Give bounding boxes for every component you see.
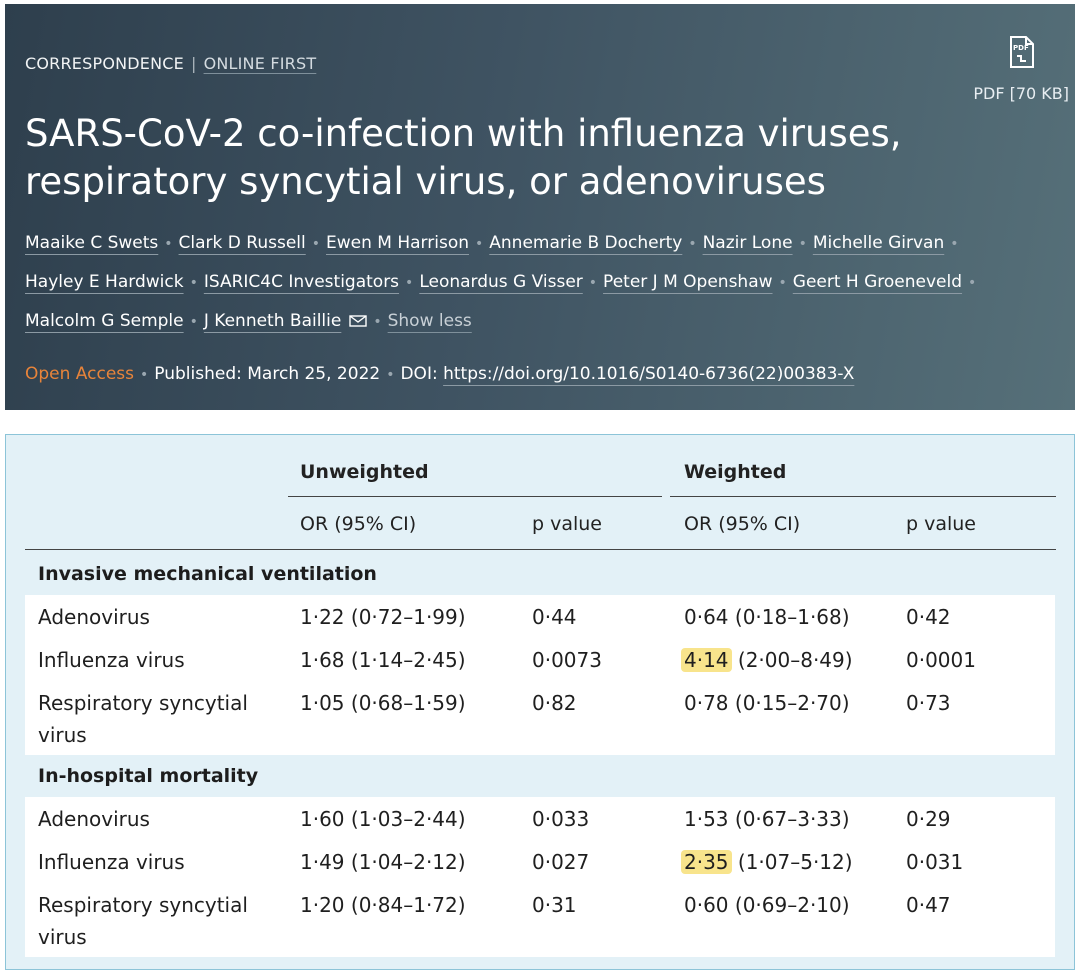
weighted-group-header: Weighted xyxy=(684,461,787,483)
unweighted-or-cell: 1·60 (1·03–2·44) xyxy=(300,807,466,831)
section-body xyxy=(25,595,1055,755)
weighted-rule xyxy=(670,496,1056,497)
article-kicker: CORRESPONDENCE | ONLINE FIRST xyxy=(25,54,316,73)
author-link[interactable]: Peter J M Openshaw xyxy=(603,272,773,292)
weighted-or-value: 0·78 xyxy=(684,691,729,715)
svg-text:PDF: PDF xyxy=(1013,44,1029,52)
weighted-p-cell: 0·29 xyxy=(906,807,951,831)
section-title: In-hospital mortality xyxy=(38,765,259,787)
weighted-or-value: 0·64 xyxy=(684,605,729,629)
weighted-or-ci: (0·15–2·70) xyxy=(728,691,850,715)
author-link[interactable]: ISARIC4C Investigators xyxy=(203,272,400,292)
row-label: Influenza virus xyxy=(38,648,185,672)
author-link[interactable]: Hayley E Hardwick xyxy=(25,272,184,292)
unweighted-p-cell: 0·44 xyxy=(532,605,577,629)
author-link[interactable]: Ewen M Harrison xyxy=(326,233,469,253)
header-rule xyxy=(25,549,1056,550)
unweighted-rule xyxy=(288,496,662,497)
weighted-or-ci: (1·07–5·12) xyxy=(731,850,853,874)
author-link[interactable]: Geert H Groeneveld xyxy=(792,272,963,292)
author-link[interactable]: Nazir Lone xyxy=(702,233,793,253)
open-access-badge: Open Access xyxy=(25,364,135,384)
unweighted-p-cell: 0·82 xyxy=(532,691,577,715)
row-label: Respiratory syncytial virus xyxy=(38,691,248,747)
section-title: Invasive mechanical ventilation xyxy=(38,563,377,585)
unweighted-p-cell: 0·31 xyxy=(532,893,577,917)
unweighted-or-cell: 1·05 (0·68–1·59) xyxy=(300,691,466,715)
pdf-file-icon[interactable]: PDF xyxy=(1009,36,1035,68)
unweighted-or-cell: 1·22 (0·72–1·99) xyxy=(300,605,466,629)
author-link[interactable]: Malcolm G Semple xyxy=(25,311,184,331)
kicker-separator: | xyxy=(190,54,197,73)
online-first-link[interactable]: ONLINE FIRST xyxy=(203,54,317,73)
published-label: Published: xyxy=(154,364,242,384)
weighted-or-cell: 0·60 (0·69–2·10) xyxy=(684,893,850,917)
weighted-or-cell: 4·14 (2·00–8·49) xyxy=(681,648,853,672)
row-label: Influenza virus xyxy=(38,850,185,874)
weighted-or-value: 1·53 xyxy=(684,807,729,831)
pdf-download-link[interactable]: PDF [70 KB] xyxy=(973,84,1069,103)
author-list: Maaike C Swets • Clark D Russell • Ewen M Ha… xyxy=(25,233,977,331)
row-label: Adenovirus xyxy=(38,605,150,629)
doi-link[interactable]: https://doi.org/10.1016/S0140-6736(22)00… xyxy=(443,364,855,384)
weighted-p-cell: 0·47 xyxy=(906,893,951,917)
author-link[interactable]: Leonardus G Visser xyxy=(419,272,583,292)
weighted-or-ci: (2·00–8·49) xyxy=(731,648,853,672)
author-link[interactable]: Maaike C Swets xyxy=(25,233,159,253)
show-less-link[interactable]: Show less xyxy=(387,311,472,331)
col-unweighted-p: p value xyxy=(532,513,602,535)
author-link[interactable]: J Kenneth Baillie xyxy=(203,311,342,331)
unweighted-or-cell: 1·20 (0·84–1·72) xyxy=(300,893,466,917)
unweighted-or-cell: 1·49 (1·04–2·12) xyxy=(300,850,466,874)
weighted-p-cell: 0·0001 xyxy=(906,648,976,672)
section-label: CORRESPONDENCE xyxy=(25,54,184,73)
author-link[interactable]: Michelle Girvan xyxy=(812,233,945,253)
col-weighted-or: OR (95% CI) xyxy=(684,513,801,535)
article-header: CORRESPONDENCE | ONLINE FIRST PDF PDF [70 … xyxy=(5,4,1075,410)
unweighted-p-cell: 0·027 xyxy=(532,850,590,874)
weighted-or-ci: (0·69–2·10) xyxy=(728,893,850,917)
unweighted-p-cell: 0·033 xyxy=(532,807,590,831)
weighted-or-cell: 1·53 (0·67–3·33) xyxy=(684,807,850,831)
publication-meta: Open Access • Published: March 25, 2022 • DO… xyxy=(25,364,855,384)
author-link[interactable]: Annemarie B Docherty xyxy=(489,233,683,253)
weighted-or-ci: (0·67–3·33) xyxy=(728,807,850,831)
weighted-p-cell: 0·73 xyxy=(906,691,951,715)
section-body xyxy=(25,797,1055,957)
weighted-or-cell: 0·78 (0·15–2·70) xyxy=(684,691,850,715)
row-label: Respiratory syncytial virus xyxy=(38,893,248,949)
published-date: March 25, 2022 xyxy=(247,364,381,384)
weighted-p-cell: 0·031 xyxy=(906,850,964,874)
email-icon[interactable] xyxy=(349,315,368,327)
row-label: Adenovirus xyxy=(38,807,150,831)
col-weighted-p: p value xyxy=(906,513,976,535)
unweighted-p-cell: 0·0073 xyxy=(532,648,602,672)
weighted-or-cell: 0·64 (0·18–1·68) xyxy=(684,605,850,629)
doi-label: DOI: xyxy=(400,364,438,384)
highlighted-value: 2·35 xyxy=(681,850,732,874)
weighted-p-cell: 0·42 xyxy=(906,605,951,629)
weighted-or-value: 0·60 xyxy=(684,893,729,917)
results-table: Unweighted Weighted OR (95% CI) p value … xyxy=(5,434,1075,970)
highlighted-value: 4·14 xyxy=(681,648,732,672)
weighted-or-ci: (0·18–1·68) xyxy=(728,605,850,629)
unweighted-or-cell: 1·68 (1·14–2·45) xyxy=(300,648,466,672)
article-title: SARS-CoV-2 co-infection with influenza v… xyxy=(25,112,902,203)
author-link[interactable]: Clark D Russell xyxy=(178,233,306,253)
col-unweighted-or: OR (95% CI) xyxy=(300,513,417,535)
weighted-or-cell: 2·35 (1·07–5·12) xyxy=(681,850,853,874)
unweighted-group-header: Unweighted xyxy=(300,461,429,483)
